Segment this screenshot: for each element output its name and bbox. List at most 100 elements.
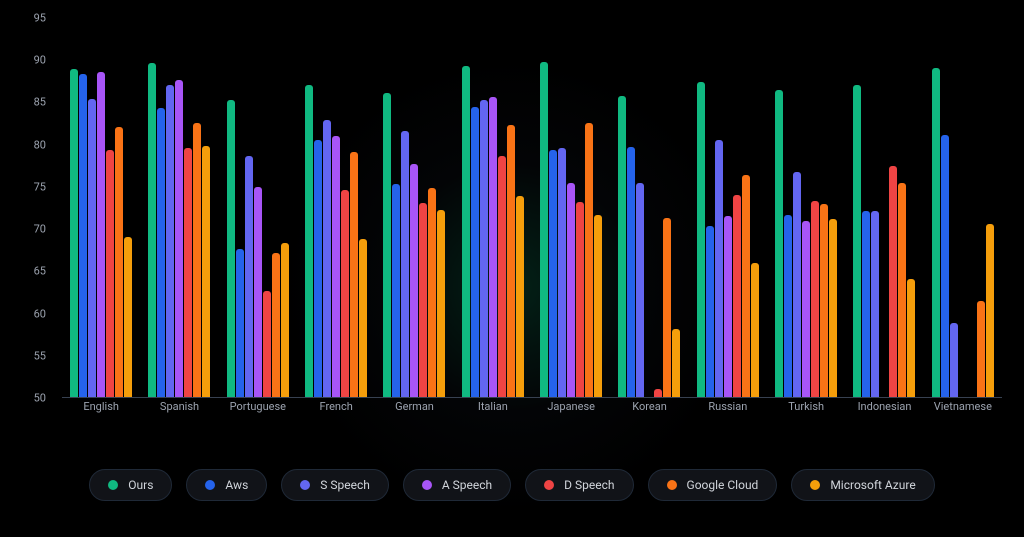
bar <box>932 68 940 397</box>
bar <box>124 237 132 397</box>
y-tick: 80 <box>34 138 46 151</box>
bar <box>462 66 470 397</box>
bar <box>359 239 367 397</box>
legend-item[interactable]: S Speech <box>281 469 389 501</box>
bar <box>88 99 96 397</box>
bar <box>383 93 391 397</box>
bar <box>751 263 759 397</box>
legend-item[interactable]: Microsoft Azure <box>791 469 934 501</box>
legend: Ours Aws S Speech A Speech D Speech Google Cl… <box>0 469 1024 501</box>
legend-label: Aws <box>225 478 248 492</box>
bar <box>428 188 436 397</box>
y-tick: 60 <box>34 307 46 320</box>
bar <box>793 172 801 397</box>
bar <box>97 72 105 397</box>
bar <box>184 148 192 397</box>
bar <box>245 156 253 397</box>
bar <box>227 100 235 397</box>
y-tick: 65 <box>34 265 46 278</box>
bar <box>498 156 506 397</box>
x-label: English <box>83 400 119 413</box>
bar <box>106 150 114 397</box>
legend-label: Ours <box>128 478 153 492</box>
legend-label: A Speech <box>442 478 492 492</box>
bar <box>401 131 409 397</box>
bar <box>724 216 732 397</box>
bar <box>898 183 906 397</box>
x-label: Indonesian <box>858 400 912 413</box>
bar <box>236 249 244 397</box>
legend-dot <box>544 480 554 490</box>
legend-dot <box>205 480 215 490</box>
bar <box>715 140 723 397</box>
legend-item[interactable]: Ours <box>89 469 172 501</box>
bar <box>193 123 201 397</box>
legend-label: D Speech <box>564 478 614 492</box>
bar <box>663 218 671 397</box>
bar <box>323 120 331 397</box>
bar <box>706 226 714 397</box>
y-tick: 50 <box>34 392 46 405</box>
bar <box>775 90 783 397</box>
legend-item[interactable]: Google Cloud <box>648 469 778 501</box>
plot-area <box>62 18 1002 398</box>
legend-item[interactable]: A Speech <box>403 469 511 501</box>
bar <box>829 219 837 397</box>
bar <box>540 62 548 397</box>
bar <box>907 279 915 397</box>
bar <box>627 147 635 397</box>
bar-group <box>532 18 610 398</box>
legend-item[interactable]: D Speech <box>525 469 633 501</box>
bar <box>175 80 183 398</box>
bar-group <box>140 18 218 398</box>
x-axis-labels: EnglishSpanishPortugueseFrenchGermanItal… <box>62 400 1002 418</box>
bar <box>341 190 349 397</box>
bar-group <box>297 18 375 398</box>
bar <box>471 107 479 397</box>
bar-group <box>454 18 532 398</box>
bar <box>862 211 870 397</box>
bar <box>742 175 750 397</box>
bar <box>489 97 497 397</box>
bar <box>281 243 289 397</box>
bar <box>202 146 210 397</box>
bar <box>480 100 488 397</box>
bar <box>392 184 400 397</box>
y-axis: 50556065707580859095 <box>0 18 56 398</box>
bar <box>811 201 819 397</box>
bar-group <box>375 18 453 398</box>
x-label: Russian <box>708 400 747 413</box>
y-tick: 85 <box>34 96 46 109</box>
x-label: German <box>395 400 434 413</box>
bar <box>507 125 515 397</box>
x-label: Turkish <box>788 400 824 413</box>
bar <box>853 85 861 397</box>
bar-group <box>845 18 923 398</box>
bar-group <box>924 18 1002 398</box>
bar <box>585 123 593 397</box>
bar <box>820 204 828 397</box>
legend-item[interactable]: Aws <box>186 469 267 501</box>
y-tick: 95 <box>34 12 46 25</box>
x-label: Vietnamese <box>934 400 992 413</box>
bar <box>567 183 575 397</box>
bar <box>314 140 322 397</box>
bar <box>332 136 340 397</box>
x-label: Italian <box>478 400 508 413</box>
bar <box>672 329 680 397</box>
bar <box>889 166 897 397</box>
bar <box>618 96 626 397</box>
bar <box>594 215 602 397</box>
bar <box>733 195 741 397</box>
bar <box>115 127 123 397</box>
bar-group <box>219 18 297 398</box>
bar <box>148 63 156 397</box>
legend-dot <box>108 480 118 490</box>
bar <box>802 221 810 397</box>
y-tick: 75 <box>34 180 46 193</box>
bar <box>272 253 280 397</box>
legend-dot <box>300 480 310 490</box>
x-label: Korean <box>632 400 667 413</box>
x-label: Spanish <box>160 400 199 413</box>
bar <box>157 108 165 397</box>
